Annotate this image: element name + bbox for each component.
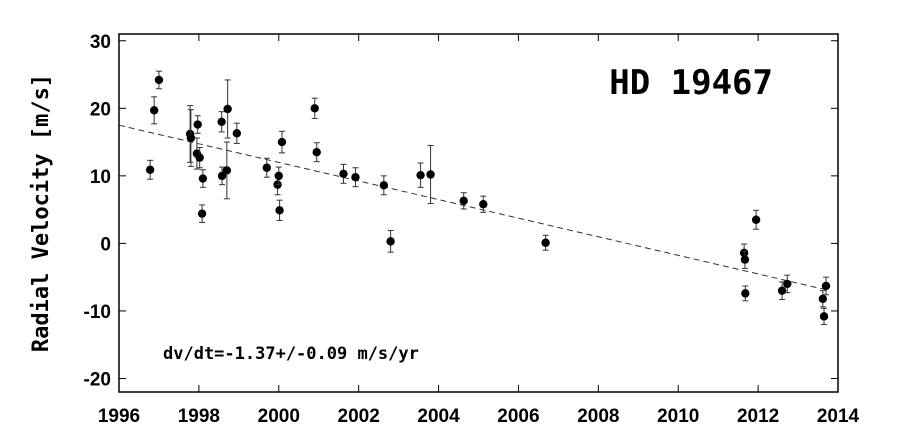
y-tick-label: 0 [100,234,111,255]
data-point [193,115,202,134]
data-point [541,234,550,251]
data-marker [262,163,271,172]
data-point [751,209,761,230]
data-point [818,290,828,308]
data-marker [426,170,435,179]
data-point [274,166,283,186]
data-point [198,169,208,188]
x-tick-label: 2000 [258,406,300,427]
data-marker [149,106,159,115]
y-tick-label: 10 [90,167,111,188]
data-marker [386,237,395,246]
data-point [222,141,232,200]
data-marker [145,165,155,174]
data-marker [777,286,787,295]
data-marker [310,104,319,113]
y-tick-label: -20 [84,369,111,390]
data-point [339,163,348,184]
data-point [186,109,196,167]
y-tick-label: -10 [84,302,111,323]
data-marker [379,181,389,190]
data-marker [459,196,468,206]
data-marker [821,281,831,291]
data-marker [818,294,828,303]
y-tick-label: 20 [90,99,111,120]
data-marker [312,148,321,157]
data-point [783,274,792,294]
data-point [277,130,287,154]
y-tick-label: 30 [90,32,111,53]
data-marker [197,209,207,218]
chart-title: HD 19467 [609,63,773,103]
data-point [821,276,831,296]
data-point [819,307,829,325]
data-point [740,250,750,269]
data-marker [541,238,550,247]
data-point [149,96,159,125]
data-point [232,122,242,144]
data-marker [275,206,284,215]
data-marker [193,120,202,129]
x-tick-label: 2012 [737,406,779,427]
data-marker [232,129,242,138]
data-point [479,195,488,213]
data-marker [740,255,750,264]
data-marker [819,312,829,321]
data-point [197,204,207,223]
x-tick-label: 2008 [577,406,619,427]
slope-annotation: dv/dt=-1.37+/-0.09 m/s/yr [163,344,419,364]
data-marker [198,174,208,183]
data-point [379,175,389,196]
data-marker [751,215,761,224]
data-marker [351,173,360,182]
data-point [351,167,360,188]
y-axis-label: Radial Velocity [m/s] [29,74,54,352]
x-axis: 1996 1998 2000 2002 2004 2006 2008 2010 2012 2014 [98,34,860,427]
data-point [217,111,226,133]
y-axis: -20 -10 0 10 20 30 [84,32,838,390]
data-marker [741,289,750,298]
data-marker [274,171,283,181]
data-point [386,230,395,253]
data-marker [222,166,232,175]
data-point [777,281,787,300]
data-point [426,144,435,205]
data-point [312,142,321,163]
data-marker [217,117,226,127]
x-tick-label: 2006 [497,406,539,427]
x-tick-label: 2010 [657,406,699,427]
plot-frame [118,33,839,393]
data-marker [783,279,792,289]
data-marker [217,171,227,181]
data-point [459,192,468,210]
trend-line [118,124,831,292]
chart-marks [118,70,831,325]
x-tick-label: 1996 [98,406,140,427]
data-marker [223,104,232,114]
data-point [262,157,271,178]
data-point [310,97,319,119]
data-point [145,159,155,180]
data-point [741,285,750,302]
data-marker [195,153,204,162]
x-tick-label: 1998 [178,406,220,427]
data-marker [154,75,164,85]
data-point [223,79,232,139]
data-point [195,146,204,169]
data-marker [277,137,287,147]
x-tick-label: 2002 [338,406,380,427]
data-marker [416,170,425,180]
data-point [154,70,164,90]
data-point [416,162,425,188]
data-point [217,166,227,186]
x-tick-label: 2004 [417,406,460,427]
x-tick-label: 2014 [817,406,860,427]
data-point [275,199,284,221]
data-marker [339,169,348,179]
data-marker [186,133,196,143]
data-marker [479,200,488,209]
